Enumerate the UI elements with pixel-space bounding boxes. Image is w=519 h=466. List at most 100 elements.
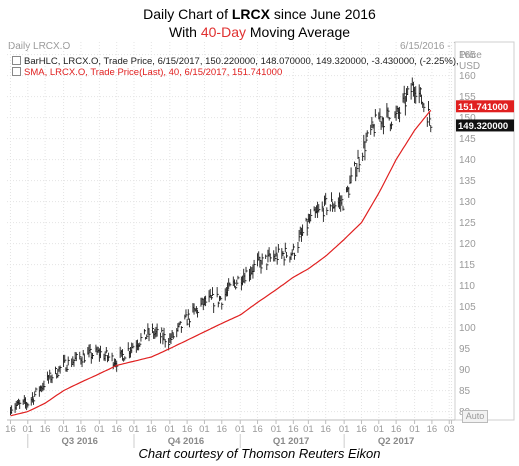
hlc-bar: [237, 275, 240, 280]
x-tick-label: 16: [356, 424, 367, 435]
y-tick-label: 150: [459, 113, 476, 124]
hlc-bar: [35, 387, 38, 393]
hlc-bar: [91, 353, 95, 360]
hlc-bar: [371, 116, 374, 129]
hlc-bar: [108, 352, 111, 362]
x-quarter-label: Q3 2016: [62, 436, 98, 447]
hlc-bar: [342, 205, 345, 211]
hlc-bar: [276, 254, 279, 265]
hlc-bar: [180, 326, 183, 333]
hlc-bar: [212, 287, 215, 297]
x-tick-label: 03: [444, 424, 455, 435]
hlc-bar: [220, 296, 223, 301]
hlc-bar: [216, 287, 219, 298]
hlc-bar: [302, 224, 305, 237]
chart-title-line2: With 40-Day Moving Average: [168, 24, 351, 40]
hlc-bar: [297, 241, 300, 253]
hlc-bar: [43, 380, 46, 391]
hlc-bar: [430, 125, 433, 133]
y-tick-label: 120: [459, 239, 476, 250]
hlc-bar: [146, 334, 149, 339]
y-tick-label: 115: [459, 260, 475, 271]
hlc-bar: [59, 365, 62, 374]
hlc-bar: [427, 101, 431, 112]
hlc-bar: [221, 302, 224, 310]
x-tick-label: 16: [5, 424, 16, 435]
hlc-bar: [341, 195, 344, 206]
hlc-bar: [245, 266, 248, 273]
hlc-bar: [277, 243, 280, 253]
hlc-bar: [33, 398, 36, 405]
x-tick-label: 01: [339, 424, 350, 435]
hlc-bar: [358, 158, 361, 173]
hlc-bar: [89, 344, 92, 354]
hlc-bar: [310, 209, 313, 221]
hlc-bar: [49, 369, 52, 379]
hlc-bar: [292, 243, 295, 251]
hlc-bar: [403, 85, 406, 104]
hlc-bar: [73, 359, 76, 367]
hlc-bar: [370, 124, 373, 135]
hlc-bar: [170, 333, 173, 344]
hlc-bar: [410, 83, 413, 100]
hlc-bar: [306, 220, 309, 236]
legend-bar-series: BarHLC, LRCX.O, Trade Price, 6/15/2017, …: [12, 56, 459, 67]
x-tick-label: 16: [40, 424, 51, 435]
hlc-bar: [331, 192, 334, 202]
y-tick-label: 90: [459, 365, 471, 376]
hlc-bar: [321, 201, 324, 212]
hlc-bar: [326, 207, 329, 216]
hlc-bar: [116, 360, 119, 372]
hlc-bar: [104, 351, 107, 362]
hlc-bar: [82, 349, 85, 356]
hlc-bar: [391, 121, 394, 130]
hlc-bar: [66, 364, 69, 372]
hlc-bar: [269, 253, 272, 262]
x-tick-label: 01: [22, 424, 33, 435]
hlc-bar: [217, 301, 220, 308]
hlc-bar: [209, 288, 212, 298]
hlc-bar: [291, 249, 294, 256]
hlc-bar: [152, 323, 155, 334]
y-tick-label: 100: [459, 323, 476, 334]
hlc-bar: [244, 272, 247, 284]
hlc-bar: [205, 295, 208, 307]
auto-scale-button[interactable]: Auto: [462, 410, 488, 423]
hlc-bar: [294, 252, 297, 260]
hlc-bar: [51, 374, 54, 384]
hlc-bar: [15, 401, 18, 410]
chart-title-line1: Daily Chart of LRCX since June 2016: [143, 6, 376, 22]
hlc-bar: [423, 103, 426, 113]
hlc-bar: [415, 86, 418, 104]
hlc-bar: [57, 368, 60, 378]
hlc-bar: [164, 339, 167, 348]
hlc-bar: [407, 85, 410, 95]
x-tick-label: 01: [129, 424, 140, 435]
x-tick-label: 01: [271, 424, 282, 435]
hlc-bar: [429, 112, 432, 126]
y-tick-label: 130: [459, 197, 476, 208]
hlc-bar: [234, 279, 237, 288]
x-tick-label: 16: [391, 424, 402, 435]
hlc-bar: [399, 106, 402, 123]
hlc-bar: [285, 251, 289, 259]
y-tick-label: 155: [459, 92, 476, 103]
hlc-bar: [197, 309, 200, 318]
hlc-bar: [210, 295, 213, 300]
y-axis-unit: Price: [459, 50, 482, 61]
hlc-bar: [356, 163, 359, 177]
chart-credit: Chart courtesy of Thomson Reuters Eikon: [138, 446, 381, 461]
hlc-bar: [329, 204, 332, 212]
hlc-bar: [75, 352, 78, 362]
x-tick-label: 01: [94, 424, 105, 435]
hlc-bar: [81, 356, 84, 368]
hlc-bar: [122, 349, 125, 361]
hlc-bar: [160, 332, 163, 344]
legend-checkbox-icon[interactable]: [12, 67, 21, 76]
price-tag-label: 151.741000: [458, 102, 508, 113]
hlc-bar: [213, 302, 216, 313]
hlc-bar: [260, 260, 263, 274]
legend-checkbox-icon[interactable]: [12, 56, 21, 65]
hlc-bar: [185, 309, 188, 318]
